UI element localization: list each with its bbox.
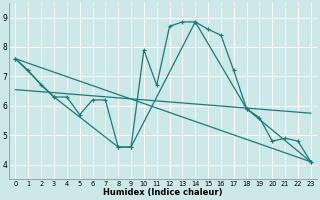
X-axis label: Humidex (Indice chaleur): Humidex (Indice chaleur): [103, 188, 223, 197]
